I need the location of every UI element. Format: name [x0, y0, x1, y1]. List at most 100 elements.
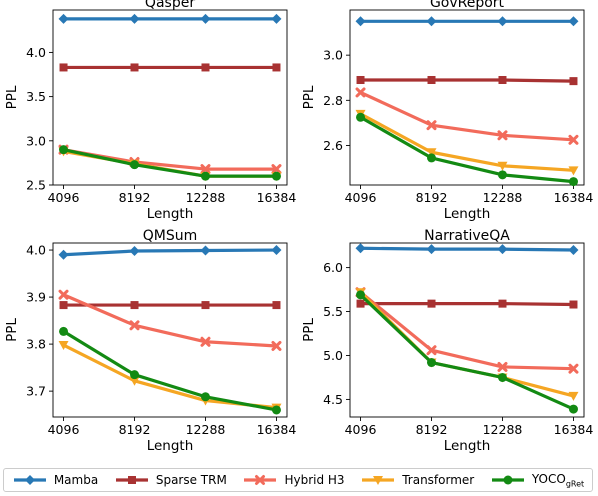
data-point-sparse-qmsum [59, 301, 68, 310]
x-tick-label-govreport: 12288 [483, 190, 523, 205]
data-point-hybrid-govreport [568, 134, 579, 145]
y-axis-label-govreport: PPL [301, 85, 317, 109]
data-point-transformer-qmsum [129, 376, 140, 386]
data-point-yoco-qasper [130, 160, 140, 170]
x-tick-label-govreport: 4096 [345, 190, 377, 205]
x-tick-label-qasper: 16384 [257, 190, 297, 205]
x-tick-label-qasper: 4096 [48, 190, 80, 205]
series-line-hybrid-qmsum [61, 293, 279, 348]
series-line-mamba-narrativeqa [358, 246, 576, 252]
series-line-hybrid-govreport [358, 90, 576, 142]
x-tick-label-qmsum: 4096 [48, 422, 80, 437]
legend-marker-sparse-trm [127, 476, 136, 484]
x-tick-label-narrativeqa: 8192 [416, 422, 448, 437]
x-tick-label-qasper: 8192 [119, 190, 151, 205]
data-point-yoco-qmsum [59, 326, 69, 336]
legend-marker-hybrid-h3 [255, 475, 266, 485]
x-tick-label-narrativeqa: 12288 [483, 422, 523, 437]
data-point-yoco-narrativeqa [356, 290, 366, 300]
legend-label-sparse-trm: Sparse TRM [155, 473, 227, 487]
series-line-sparse-narrativeqa [358, 302, 576, 307]
legend-label-hybrid-h3: Hybrid H3 [284, 473, 345, 487]
data-point-sparse-qmsum [130, 301, 139, 310]
chart-title-govreport: GovReport [430, 0, 505, 11]
data-point-sparse-govreport [356, 76, 365, 84]
y-axis-label-narrativeqa: PPL [301, 318, 317, 342]
y-tick-label-narrativeqa: 5.5 [323, 304, 343, 319]
legend-label-mamba: Mamba [53, 473, 99, 487]
x-axis-label-govreport: Length [444, 206, 491, 222]
legend-swatch-sparse-trm [115, 476, 148, 484]
series-line-yoco-govreport [358, 115, 576, 184]
data-point-sparse-qmsum [272, 301, 281, 310]
data-point-hybrid-qmsum [58, 289, 69, 300]
legend-label-transformer: Transformer [402, 473, 475, 487]
data-point-hybrid-govreport [497, 130, 508, 141]
data-point-mamba-qmsum [200, 245, 211, 256]
y-tick-label-govreport: 3.0 [323, 48, 343, 63]
data-point-mamba-narrativeqa [568, 245, 579, 256]
data-point-hybrid-qasper [271, 164, 282, 175]
data-point-hybrid-qasper [200, 164, 211, 175]
data-point-hybrid-narrativeqa [568, 363, 579, 374]
x-axis-label-narrativeqa: Length [444, 438, 491, 454]
data-point-yoco-govreport [356, 112, 366, 122]
data-point-mamba-qmsum [129, 245, 140, 256]
data-point-mamba-qasper [200, 13, 211, 24]
data-point-mamba-govreport [568, 16, 579, 27]
y-tick-label-qmsum: 3.9 [26, 290, 46, 305]
y-tick-label-govreport: 2.8 [323, 93, 343, 108]
y-tick-label-qasper: 4.0 [26, 45, 46, 60]
y-axis-label-qmsum: PPL [4, 318, 20, 342]
x-axis-label-qmsum: Length [147, 438, 194, 454]
data-point-mamba-narrativeqa [426, 244, 437, 255]
data-point-hybrid-govreport [355, 87, 366, 98]
y-tick-label-narrativeqa: 4.5 [323, 392, 343, 407]
data-point-sparse-qmsum [201, 301, 210, 310]
data-point-mamba-govreport [426, 16, 437, 27]
data-point-hybrid-narrativeqa [497, 361, 508, 372]
data-point-mamba-qasper [271, 13, 282, 24]
data-point-yoco-narrativeqa [427, 358, 437, 368]
x-tick-label-narrativeqa: 16384 [554, 422, 594, 437]
data-point-mamba-govreport [497, 16, 508, 27]
data-point-sparse-narrativeqa [356, 299, 365, 308]
chart-qasper: Qasper 4096 8192 12288 16384 2.5 3.0 3.5 4.0 Leng… [4, 0, 296, 222]
data-point-mamba-qmsum [58, 249, 69, 260]
data-point-sparse-qasper [272, 63, 281, 72]
data-point-transformer-govreport [568, 166, 579, 176]
series-line-hybrid-qasper [61, 148, 279, 171]
y-axis-label-qasper: PPL [4, 85, 20, 109]
series-line-yoco-qmsum [61, 329, 279, 412]
data-point-mamba-narrativeqa [497, 244, 508, 255]
data-point-transformer-narrativeqa [568, 391, 579, 401]
axes-frame-narrativeqa [349, 242, 585, 418]
data-point-sparse-govreport [498, 76, 507, 84]
chart-title-qasper: Qasper [145, 0, 195, 11]
series-line-yoco-narrativeqa [358, 293, 576, 411]
data-point-yoco-qasper [271, 171, 281, 181]
legend-item-yoco: YOCOgRet [490, 472, 584, 488]
data-point-yoco-govreport [568, 177, 578, 187]
data-point-hybrid-narrativeqa [426, 345, 437, 356]
legend-marker-transformer [373, 476, 384, 485]
data-point-yoco-narrativeqa [568, 404, 578, 414]
series-line-transformer-narrativeqa [358, 290, 576, 398]
series-line-mamba-qmsum [61, 248, 279, 257]
chart-narrativeqa: NarrativeQA 4096 8192 12288 16384 4.5 5.0 5.5 6.… [301, 228, 593, 454]
axes-frame-govreport [349, 9, 585, 186]
y-tick-label-govreport: 2.6 [323, 138, 343, 153]
chart-title-qmsum: QMSum [143, 228, 198, 244]
legend-swatch-mamba [13, 475, 46, 485]
x-axis-label-qasper: Length [147, 206, 194, 222]
data-point-sparse-govreport [427, 76, 436, 84]
y-tick-label-qmsum: 4.0 [26, 243, 46, 258]
axes-frame-qasper [52, 9, 288, 186]
axes-frame-qmsum [52, 242, 288, 418]
series-line-yoco-qasper [61, 148, 279, 178]
y-tick-label-qmsum: 3.8 [26, 337, 46, 352]
series-line-hybrid-narrativeqa [358, 290, 576, 371]
data-point-yoco-narrativeqa [497, 372, 507, 382]
data-point-yoco-qmsum [271, 405, 281, 415]
data-point-yoco-qasper [59, 145, 69, 155]
